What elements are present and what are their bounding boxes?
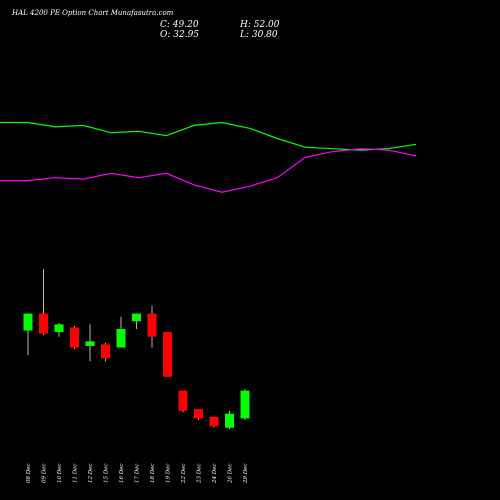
candle-down <box>39 313 48 334</box>
candle-up <box>116 329 126 348</box>
x-tick-label: 12 Dec <box>88 464 94 484</box>
indicator-line-2 <box>0 148 417 193</box>
candle-down <box>101 344 110 359</box>
candle-up <box>54 324 64 333</box>
open-label: O: 32.95 <box>160 30 199 40</box>
indicator-line-1 <box>0 121 417 151</box>
candle-up <box>240 390 250 419</box>
x-tick-label: 16 Dec <box>119 464 125 484</box>
x-tick-label: 23 Dec <box>197 464 203 485</box>
x-tick-label: 29 Dec <box>243 464 249 485</box>
candle-up <box>85 341 95 346</box>
candle-up <box>225 413 234 428</box>
x-tick-label: 22 Dec <box>181 464 187 485</box>
candlesticks <box>23 268 250 430</box>
candle-up <box>23 313 33 331</box>
x-tick-label: 24 Dec <box>212 464 218 485</box>
high-label: H: 52.00 <box>239 20 280 30</box>
x-tick-label: 26 Dec <box>228 464 234 485</box>
x-tick-label: 08 Dec <box>26 464 32 484</box>
x-axis-ticks: 08 Dec 09 Dec 10 Dec 11 Dec 12 Dec 15 Dec 16 D… <box>26 464 249 485</box>
candle-up <box>132 313 141 322</box>
x-tick-label: 10 Dec <box>57 464 63 484</box>
candle-down <box>209 416 219 427</box>
x-tick-label: 15 Dec <box>104 464 110 484</box>
low-label: L: 30.80 <box>239 30 278 40</box>
x-tick-label: 11 Dec <box>73 464 79 484</box>
x-tick-label: 18 Dec <box>150 464 156 484</box>
x-tick-label: 19 Dec <box>166 464 172 484</box>
candle-down <box>147 313 157 337</box>
x-tick-label: 09 Dec <box>42 464 48 484</box>
indicator-lines <box>0 121 417 193</box>
candle-down <box>178 390 188 411</box>
close-label: C: 49.20 <box>160 20 199 30</box>
candle-down <box>70 327 79 348</box>
candle-down <box>194 409 203 419</box>
chart-title: HAL 4200 PE Option Chart Munafasutra.com <box>11 9 174 17</box>
candle-down <box>163 332 172 377</box>
x-tick-label: 17 Dec <box>135 464 141 484</box>
